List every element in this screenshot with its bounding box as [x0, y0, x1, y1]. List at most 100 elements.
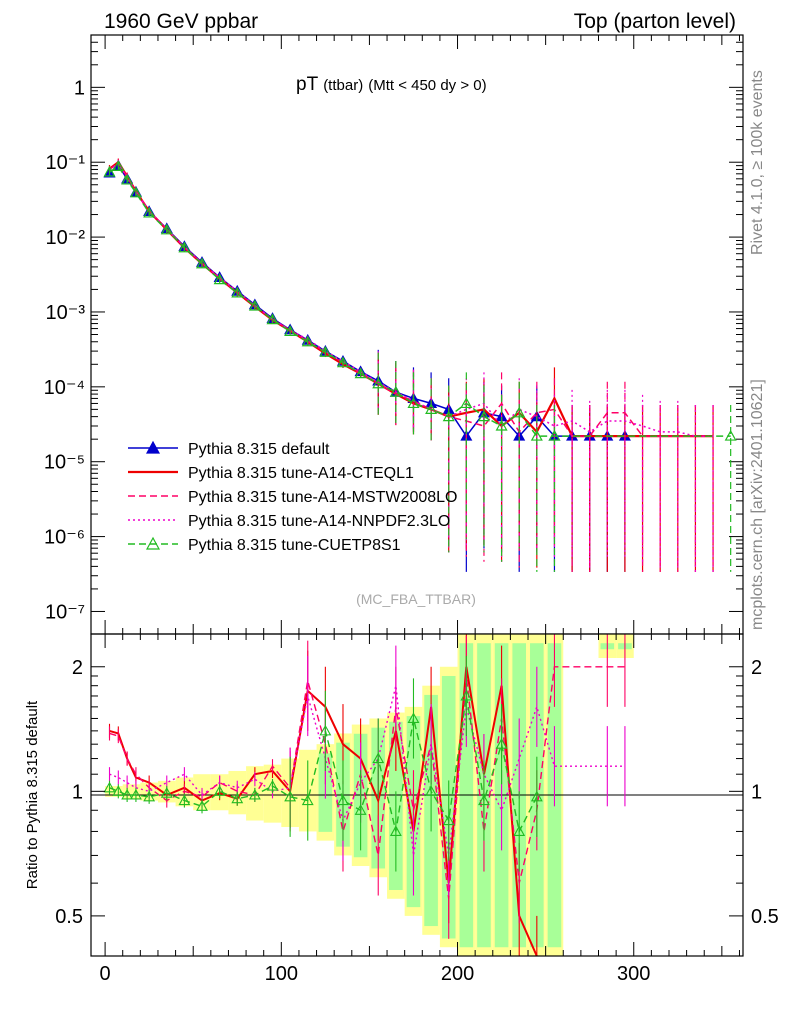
ratio-point	[442, 814, 455, 826]
ratio-y-tick-label-right: 2	[751, 657, 762, 679]
series-point	[121, 173, 134, 185]
series-point	[372, 377, 385, 389]
series-line-2	[108, 160, 713, 438]
header-right: Top (parton level)	[574, 10, 736, 33]
series-point	[389, 385, 402, 397]
legend-label: Pythia 8.315 tune-CUETP8S1	[188, 537, 401, 554]
ratio-point	[143, 790, 156, 802]
ratio-point	[112, 785, 125, 796]
series-point	[301, 335, 314, 347]
ratio-point	[478, 794, 490, 806]
legend-label: Pythia 8.315 tune-A14-NNPDF2.3LO	[188, 513, 450, 530]
x-axis: 0 100 200 300	[100, 35, 740, 985]
ratio-y-tick-label-right: 0.5	[751, 906, 779, 928]
rivet-version-label: Rivet 4.1.0, ≥ 100k events	[749, 70, 766, 255]
ratio-point	[372, 752, 385, 764]
x-tick-label: 0	[100, 963, 111, 985]
ratio-point	[266, 779, 279, 791]
series-point	[442, 410, 455, 422]
series-point	[284, 325, 297, 337]
series-point	[195, 257, 209, 269]
ratio-y-tick-label: 0.5	[55, 906, 83, 928]
main-y-tick-label: 10⁻⁴	[44, 377, 85, 399]
legend-marker	[145, 536, 161, 550]
main-panel: pT (ttbar) (Mtt < 450 dy > 0) (MC_FBA_TTBA…	[44, 34, 744, 635]
ratio-frame	[90, 633, 744, 957]
ratio-point	[425, 785, 438, 796]
ratio-point	[495, 738, 508, 749]
series-point	[213, 273, 226, 285]
legend-label: Pythia 8.315 default	[188, 441, 330, 458]
series-point	[248, 299, 261, 311]
x-tick-label: 200	[441, 963, 474, 985]
plot-title-main: pT	[296, 74, 319, 95]
series-point	[495, 419, 508, 431]
plot-title-cut: (Mtt < 450 dy > 0)	[368, 77, 486, 94]
series-point	[103, 165, 116, 177]
series-point	[178, 241, 191, 253]
ratio-point	[196, 800, 208, 811]
main-y-tick-label: 10⁻²	[46, 227, 86, 249]
series-point	[354, 367, 367, 379]
series-point	[477, 410, 490, 422]
main-series-group	[103, 158, 737, 572]
ratio-band-yellow	[122, 784, 141, 799]
ratio-y-tick-label: 1	[72, 781, 83, 803]
mcplots-credit-label: mcplots.cern.ch [arXiv:2401.10621]	[749, 379, 766, 630]
series-point	[513, 406, 526, 418]
series-point	[319, 345, 332, 357]
series-line-4	[109, 162, 713, 437]
ratio-series-group	[103, 634, 626, 956]
plot-title-sub: (ttbar)	[323, 77, 363, 94]
main-y-tick-label: 10⁻⁶	[44, 527, 85, 549]
main-y-tick-label: 10⁻³	[46, 302, 86, 324]
x-tick-label: 100	[265, 963, 298, 985]
ratio-point	[130, 788, 142, 800]
ratio-point	[213, 785, 226, 796]
main-y-tick-label: 10⁻¹	[46, 152, 86, 174]
ratio-point	[160, 787, 173, 798]
legend-marker	[145, 440, 161, 454]
series-point	[407, 397, 420, 409]
series-point	[548, 429, 561, 441]
series-line-3	[109, 161, 713, 437]
ratio-y-tick-label: 2	[72, 657, 83, 679]
analysis-watermark: (MC_FBA_TTBAR)	[356, 591, 476, 607]
header-left: 1960 GeV ppbar	[104, 10, 258, 33]
ratio-point	[389, 825, 402, 836]
ratio-line-2	[109, 666, 625, 899]
ratio-y-label: Ratio to Pythia 8.315 default	[24, 700, 41, 889]
main-y-axis: 1 10⁻¹ 10⁻² 10⁻³ 10⁻⁴ 10⁻⁵ 10⁻⁶ 10⁻⁷	[44, 41, 743, 623]
ratio-point	[231, 792, 244, 804]
ratio-y-axis: 0.5 0.5 1 1 2 2	[55, 657, 779, 928]
main-y-tick-label: 10⁻⁵	[44, 452, 85, 474]
series-line-5	[109, 165, 731, 437]
ratio-point	[530, 790, 543, 802]
ratio-point	[178, 794, 191, 806]
series-point	[266, 313, 279, 325]
series-line-1	[109, 164, 625, 438]
legend: Pythia 8.315 default Pythia 8.315 tune-A1…	[128, 440, 457, 554]
main-y-tick-label: 1	[74, 77, 85, 99]
ratio-point	[121, 788, 134, 800]
ratio-point	[248, 788, 261, 800]
ratio-point	[354, 804, 367, 815]
ratio-point	[337, 794, 349, 806]
ratio-point	[319, 724, 332, 736]
series-point	[724, 429, 737, 441]
ratio-point	[284, 790, 297, 802]
main-y-tick-label: 10⁻⁷	[45, 601, 85, 623]
ratio-point	[513, 825, 526, 836]
legend-label: Pythia 8.315 tune-A14-MSTW2008LO	[188, 489, 457, 506]
ratio-point	[407, 712, 420, 724]
series-point	[129, 186, 142, 198]
series-point	[530, 429, 543, 441]
series-point	[460, 397, 473, 409]
x-tick-label: 300	[617, 963, 650, 985]
ratio-point	[460, 689, 473, 701]
ratio-y-tick-label-right: 1	[751, 781, 762, 803]
series-point	[336, 356, 350, 368]
legend-label: Pythia 8.315 tune-A14-CTEQL1	[188, 465, 414, 482]
series-point	[231, 286, 244, 298]
